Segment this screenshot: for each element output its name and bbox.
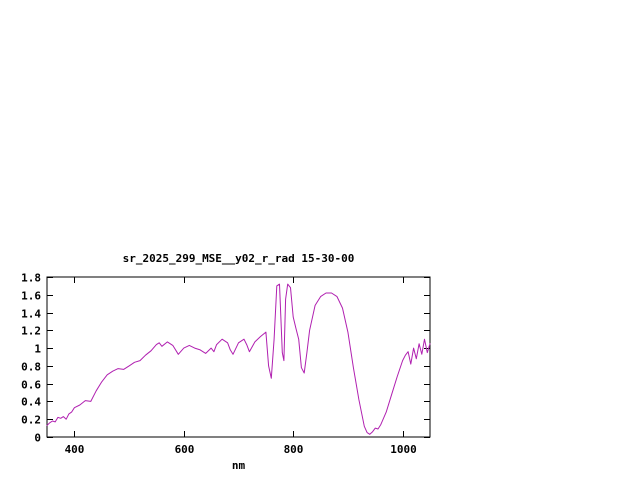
y-tick-label: 0 [34,432,41,445]
plot-border [46,276,431,438]
y-tick-label: 1.4 [21,308,41,321]
y-tick-label: 0.8 [21,361,41,374]
y-tick-label: 1.8 [21,272,41,285]
chart-title: sr_2025_299_MSE__y02_r_rad 15-30-00 [122,252,355,265]
y-tick-label: 0.2 [21,414,41,427]
y-tick-label: 0.4 [21,396,41,409]
y-tick-label: 1.6 [21,290,41,303]
x-tick-label: 400 [65,443,85,456]
x-tick-label: 800 [284,443,304,456]
spectral-radiance-line [46,283,431,435]
x-tick-label: 600 [175,443,195,456]
x-tick-label: 1000 [390,443,417,456]
y-tick-label: 1.2 [21,325,41,338]
y-tick-label: 1 [34,343,41,356]
y-tick-label: 0.6 [21,379,41,392]
x-axis-label: nm [231,459,246,472]
